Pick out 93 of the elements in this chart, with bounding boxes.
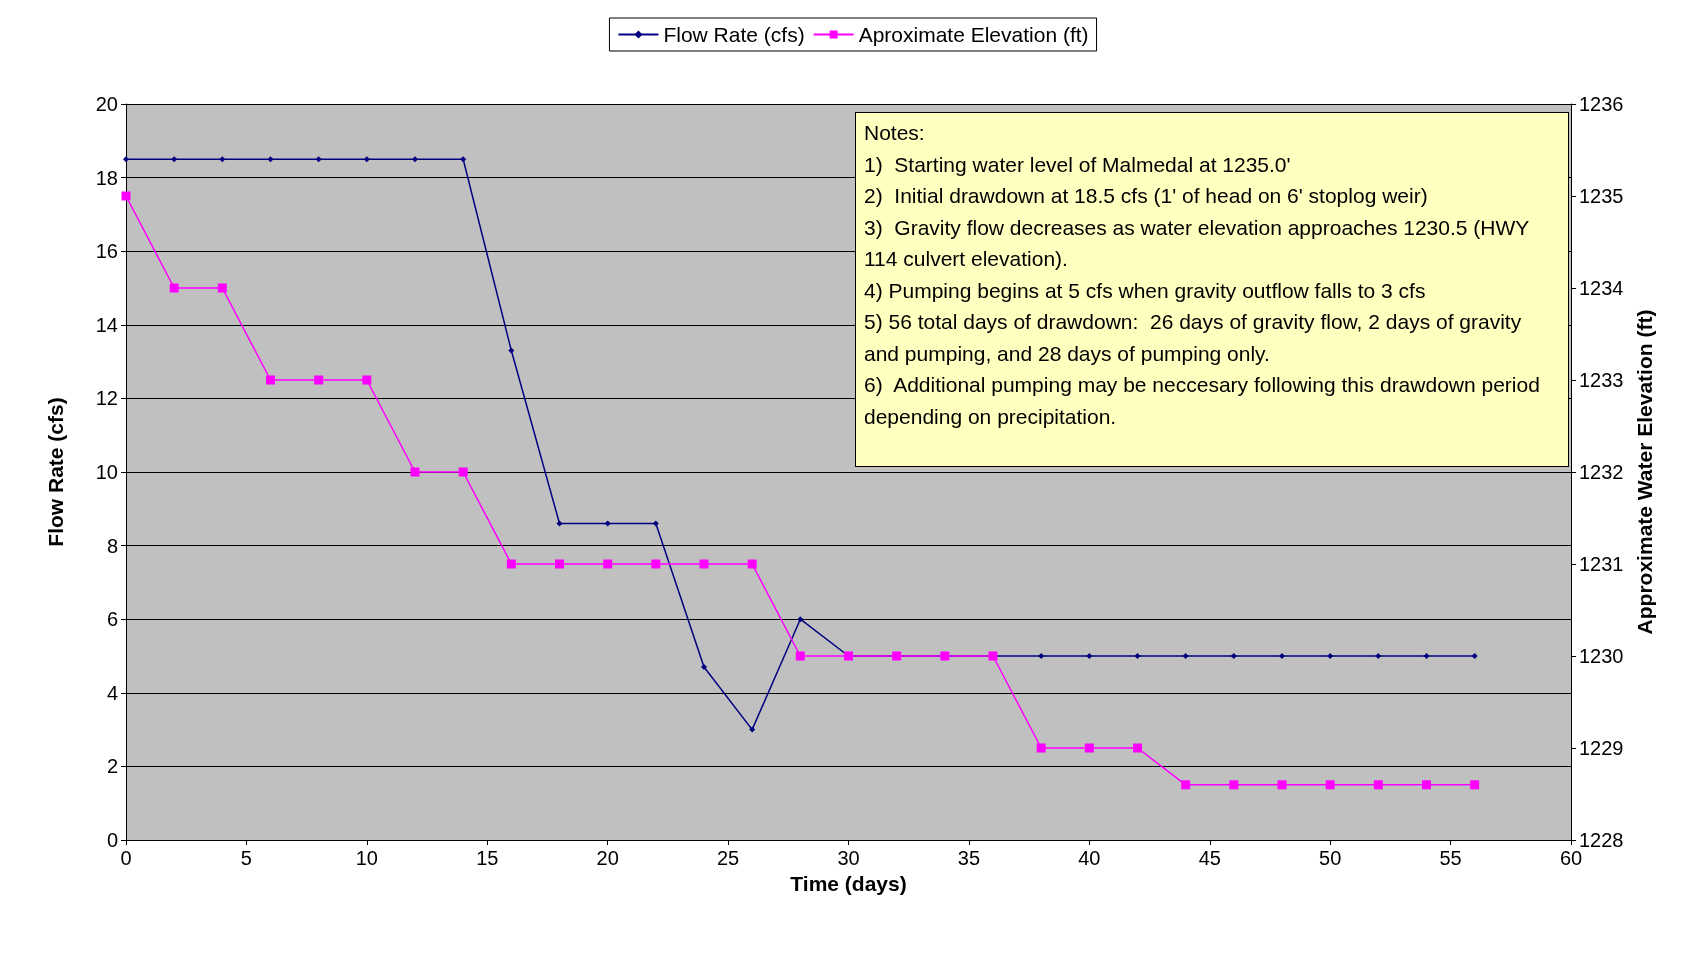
point [314,375,324,385]
annotation: 3) Gravity flow decreases as water elevation approaches 1230.5 (HWY 114 culvert elevation). [864,214,1530,272]
point [699,559,709,569]
point [1470,780,1480,790]
point [460,156,467,163]
point [1422,780,1431,790]
y-tick-label: 6 [106,608,118,631]
legend-label: Flow Rate (cfs) [663,23,805,46]
point [1134,653,1141,659]
y2-tick-label: 1234 [1579,277,1624,299]
point [1181,780,1191,790]
x-axis-title: Time (days) [790,871,907,895]
point [1471,653,1478,659]
point [458,467,468,477]
x-tick-label: 10 [355,847,378,869]
point [508,347,515,354]
point [603,559,613,569]
point [1325,780,1335,790]
y-tick-label: 16 [95,240,118,263]
y2-tick-label: 1231 [1579,553,1624,575]
y-tick-label: 2 [106,755,118,778]
point [219,156,226,163]
y2-tick-label: 1236 [1579,93,1624,115]
y2-axis-title: Approximate Water Elevation (ft) [1633,309,1657,635]
x-tick-label: 5 [240,847,252,869]
y-tick-label: 14 [95,313,118,336]
point [1229,780,1239,790]
point [1279,653,1285,659]
point [267,156,274,163]
point [123,156,129,163]
point [1182,653,1189,659]
y-tick-label: 10 [95,461,118,483]
point [1277,780,1287,790]
y2-tick-label: 1229 [1579,737,1624,759]
annotation: 4) Pumping begins at 5 cfs when gravity outflow falls to 3 cfs [864,277,1427,304]
annotation: Notes: [864,120,926,146]
point [266,375,275,385]
y-tick-label: 0 [106,829,118,851]
y-tick-label: 18 [95,166,118,189]
point [363,156,370,163]
x-tick-label: 50 [1319,847,1342,869]
point [651,559,661,569]
point [797,616,804,623]
point [1375,653,1382,659]
y-tick-label: 4 [106,681,118,704]
x-tick-label: 40 [1078,847,1101,869]
annotation: 6) Additional pumping may be neccesary following this drawdown period depending on precipitation. [864,372,1541,430]
annotation: 1) Starting water level of Malmedal at 1235.0' [864,151,1292,178]
point [121,191,131,201]
y2-tick-label: 1235 [1579,185,1624,207]
point [604,520,611,527]
x-tick-label: 35 [957,847,981,869]
y-tick-label: 20 [95,93,118,115]
point [1373,780,1383,790]
point [1036,743,1046,753]
point [1084,743,1094,753]
point [315,156,322,163]
point [749,726,756,733]
x-tick-label: 30 [837,847,860,869]
point [506,559,516,569]
x-tick-label: 45 [1198,847,1221,869]
point [1038,653,1045,659]
point [410,467,420,477]
y2-tick-label: 1232 [1579,461,1624,483]
point [747,559,757,569]
annotation: 2) Initial drawdown at 18.5 cfs (1' of head on 6' stoplog weir) [864,183,1429,209]
point [171,156,178,163]
x-tick-label: 15 [476,847,499,869]
point [1423,653,1430,659]
y-tick-label: 12 [95,387,118,410]
point [795,651,805,661]
point [412,156,418,163]
point [217,283,227,293]
x-tick-label: 20 [596,847,619,869]
point [556,520,563,527]
legend-label: Aproximate Elevation (ft) [858,23,1089,46]
x-tick-label: 55 [1439,847,1462,869]
point [1133,743,1142,753]
y-tick-label: 8 [106,534,118,557]
point [1086,653,1093,659]
y-axis-title: Flow Rate (cfs) [44,397,67,547]
annotation: 5) 56 total days of drawdown: 26 days of gravity flow, 2 days of gravity and pumping, and 28 days of pumping only. [864,309,1523,367]
point [169,283,179,293]
point [555,559,564,569]
x-tick-label: 25 [716,847,740,869]
point [1230,653,1237,659]
x-tick-label: 0 [120,847,132,869]
point [701,664,707,671]
point [362,375,372,385]
y2-tick-label: 1233 [1579,369,1624,391]
point [1327,653,1334,659]
point [652,520,659,527]
y2-tick-label: 1230 [1579,645,1624,667]
